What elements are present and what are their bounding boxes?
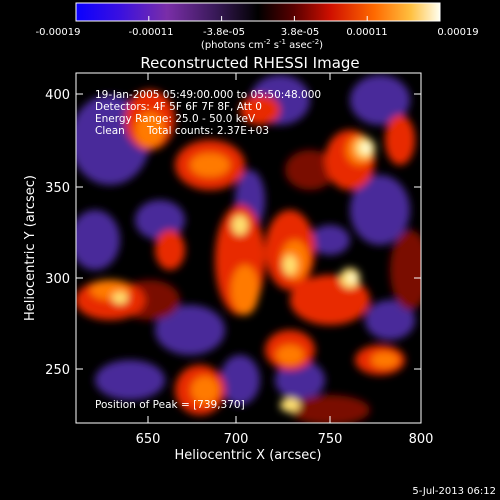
colorbar-tick-label: -3.8e-05 [203,27,245,38]
rhessi-image [76,73,421,423]
colorbar-area: -0.00019 -0.00011 -3.8e-05 3.8e-05 0.000… [36,2,479,51]
colorbar-ticks [75,16,441,21]
y-axis-ticks [76,93,421,370]
colorbar-tick-label: 0.00011 [346,27,387,38]
colorbar-unit-label: (photons cm-2 s-1 asec-2) [201,38,323,51]
y-axis-label: Heliocentric Y (arcsec) [23,175,38,321]
x-tick-label: 650 [136,432,161,447]
y-tick-label: 350 [45,181,70,196]
annotation-total-counts: Total counts: 2.37E+03 [146,125,269,137]
x-tick-label: 750 [318,432,343,447]
colorbar-tick-label: -0.00019 [36,27,81,38]
y-tick-label: 400 [45,88,70,103]
footer-timestamp: 5-Jul-2013 06:12 [412,486,496,497]
colorbar-gradient [75,2,441,22]
annotation-detectors: Detectors: 4F 5F 6F 7F 8F, Att 0 [95,101,262,113]
annotation-energy: Energy Range: 25.0 - 50.0 keV [95,113,256,125]
colorbar-tick-label: 3.8e-05 [281,27,319,38]
annotation-peak: Position of Peak = [739,370] [95,399,245,411]
x-axis-label: Heliocentric X (arcsec) [175,448,322,463]
colorbar-tick-label: -0.00011 [129,27,174,38]
y-tick-label: 250 [45,363,70,378]
annotation-block: 19-Jan-2005 05:49:00.000 to 05:50:48.000… [95,89,321,411]
x-tick-label: 800 [409,432,434,447]
annotation-time-range: 19-Jan-2005 05:49:00.000 to 05:50:48.000 [95,89,321,101]
plot-title-area: Reconstructed RHESSI Image [140,54,359,72]
x-axis-ticks [147,73,422,423]
plot-frame [75,72,422,424]
y-tick-label: 300 [45,272,70,287]
colorbar-tick-label: 0.00019 [437,27,478,38]
x-tick-label: 700 [224,432,249,447]
annotation-clean: Clean [95,125,125,137]
plot-title: Reconstructed RHESSI Image [140,54,359,72]
